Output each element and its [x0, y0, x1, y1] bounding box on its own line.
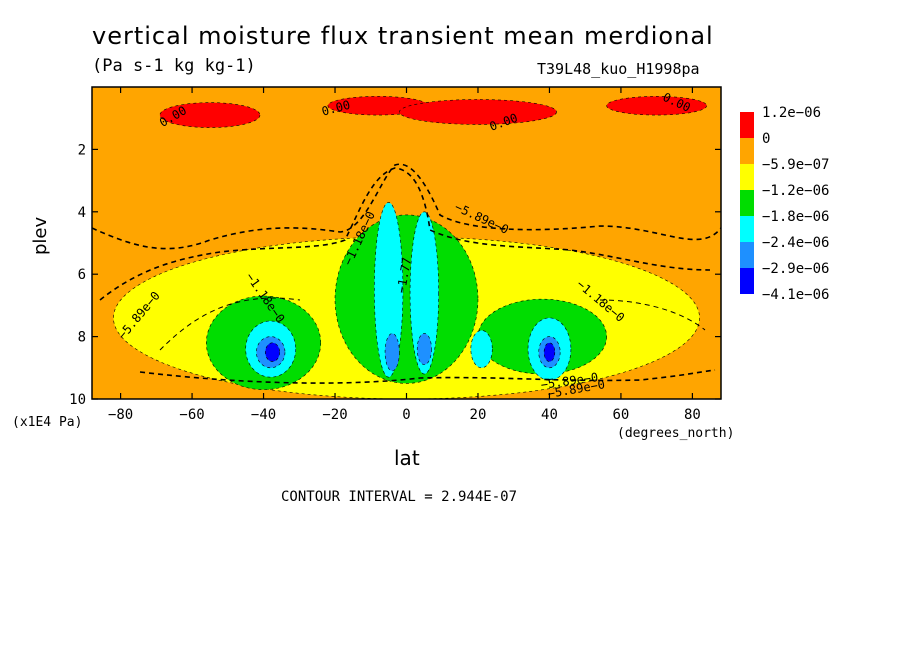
- contour-line: [139, 369, 716, 384]
- x-tick-label: 40: [541, 407, 558, 423]
- contour-interval: CONTOUR INTERVAL = 2.944E-07: [281, 489, 518, 505]
- legend-label: −1.2e−06: [762, 183, 829, 199]
- legend-label: −2.9e−06: [762, 261, 829, 277]
- legend-swatch: [740, 216, 754, 242]
- contour-line: [159, 297, 706, 351]
- axes: −80 −60 −40 −20 0 20 40 60 80 2 4 6 8 10: [69, 86, 722, 423]
- contour-region: [606, 96, 708, 116]
- x-axis-unit: (degrees_north): [617, 426, 735, 441]
- contour-region: [265, 342, 280, 362]
- legend-label: 0: [762, 131, 770, 147]
- y-tick-label: 6: [78, 267, 86, 283]
- legend-swatch: [740, 242, 754, 268]
- contour-region: [334, 214, 479, 384]
- contour-lines: [92, 163, 721, 384]
- x-tick-label: 80: [684, 407, 701, 423]
- x-tick-label: −40: [251, 407, 276, 423]
- legend-label: −1.8e−06: [762, 209, 829, 225]
- x-tick-label: 60: [613, 407, 630, 423]
- legend-label: −5.9e−07: [762, 157, 829, 173]
- contour-region: [374, 202, 404, 378]
- contour-region: [159, 102, 261, 128]
- contour-region: [399, 99, 557, 125]
- legend-label: −4.1e−06: [762, 287, 829, 303]
- y-axis-unit: (x1E4 Pa): [12, 415, 83, 430]
- legend-swatch: [740, 268, 754, 294]
- chart-units: (Pa s-1 kg kg-1): [92, 56, 256, 76]
- contour-line: [92, 163, 721, 250]
- contour-region: [384, 333, 400, 372]
- legend-label: −2.4e−06: [762, 235, 829, 251]
- legend-swatch: [740, 164, 754, 190]
- legend-label: 1.2e−06: [762, 105, 821, 121]
- contour-region: [543, 342, 556, 362]
- x-tick-label: −20: [322, 407, 347, 423]
- contour-region: [416, 333, 432, 365]
- legend-swatch: [740, 190, 754, 216]
- x-tick-label: 0: [402, 407, 410, 423]
- x-tick-label: −80: [108, 407, 133, 423]
- run-name: T39L48_kuo_H1998pa: [537, 60, 700, 78]
- legend-swatch: [740, 138, 754, 164]
- contour-region: [409, 211, 439, 375]
- legend-swatch: [740, 112, 754, 138]
- y-tick-label: 2: [78, 142, 86, 158]
- contour-regions: [113, 96, 708, 399]
- contour-label: −1.77: [394, 256, 414, 294]
- x-axis-title: lat: [394, 446, 420, 470]
- chart-title: vertical moisture flux transient mean me…: [92, 22, 714, 50]
- y-tick-label: 4: [78, 205, 86, 221]
- y-tick-label: 10: [69, 392, 86, 408]
- y-tick-label: 8: [78, 330, 86, 346]
- x-tick-label: 20: [470, 407, 487, 423]
- legend: 1.2e−06 0 −5.9e−07 −1.2e−06 −1.8e−06 −2.4e−06…: [740, 105, 829, 303]
- contour-line: [99, 167, 711, 301]
- contour-region: [470, 330, 493, 369]
- x-tick-label: −60: [179, 407, 204, 423]
